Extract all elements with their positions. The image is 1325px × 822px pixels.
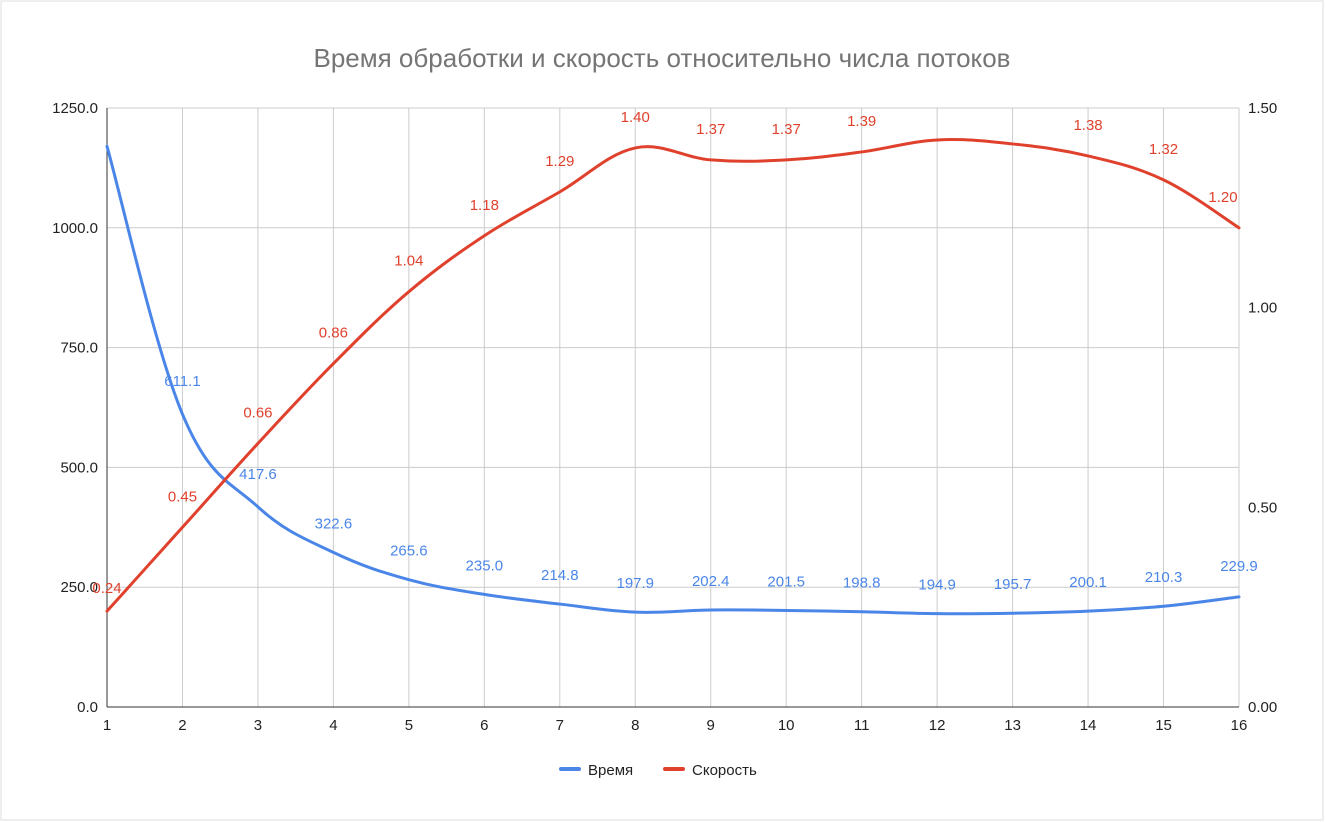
data-label: 235.0 xyxy=(466,557,504,574)
y-left-tick-label: 1250.0 xyxy=(52,100,98,117)
data-label: 1.32 xyxy=(1149,141,1178,158)
data-label: 1.18 xyxy=(470,197,499,214)
data-label: 0.86 xyxy=(319,325,348,342)
x-tick-label: 7 xyxy=(556,717,564,734)
y-left-tick-label: 250.0 xyxy=(60,579,98,596)
y-right-tick-label: 1.00 xyxy=(1248,300,1277,317)
data-label: 417.6 xyxy=(239,466,277,483)
data-label: 322.6 xyxy=(315,515,353,532)
x-tick-label: 11 xyxy=(854,717,870,734)
data-label: 265.6 xyxy=(390,543,428,560)
data-label: 1.39 xyxy=(847,113,876,130)
y-right-tick-label: 0.00 xyxy=(1248,699,1277,716)
x-tick-label: 5 xyxy=(405,717,413,734)
data-label: 0.45 xyxy=(168,488,197,505)
legend-item-time: Время xyxy=(559,762,633,779)
x-tick-label: 3 xyxy=(254,717,262,734)
chart-title: Время обработки и скорость относительно … xyxy=(313,43,1010,73)
y-left-tick-label: 1000.0 xyxy=(52,220,98,237)
x-tick-label: 15 xyxy=(1155,717,1172,734)
y-left-tick-label: 500.0 xyxy=(60,459,98,476)
data-label: 200.1 xyxy=(1069,574,1107,591)
data-label: 1.04 xyxy=(394,253,423,270)
y-left-tick-label: 750.0 xyxy=(60,340,98,357)
x-tick-label: 12 xyxy=(929,717,946,734)
x-tick-label: 8 xyxy=(631,717,639,734)
x-tick-label: 10 xyxy=(778,717,795,734)
data-label: 1.20 xyxy=(1208,189,1237,206)
data-label: 229.9 xyxy=(1220,558,1258,575)
data-label: 1.40 xyxy=(621,109,650,126)
series-line-time xyxy=(105,144,1241,616)
data-label: 214.8 xyxy=(541,567,579,584)
series-layer xyxy=(105,138,1241,616)
data-label: 1.38 xyxy=(1073,117,1102,134)
legend-label: Скорость xyxy=(692,762,757,779)
data-label: 201.5 xyxy=(767,573,805,590)
data-label: 0.24 xyxy=(92,580,121,597)
legend: Время Скорость xyxy=(559,762,757,779)
data-label: 1.37 xyxy=(772,121,801,138)
data-label: 202.4 xyxy=(692,573,730,590)
data-label: 194.9 xyxy=(918,577,956,594)
data-label: 197.9 xyxy=(616,575,654,592)
data-label: 611.1 xyxy=(164,373,200,390)
series-line-speed xyxy=(105,138,1241,613)
data-label: 198.8 xyxy=(843,575,881,592)
y-left-tick-label: 0.0 xyxy=(77,699,98,716)
x-tick-label: 14 xyxy=(1080,717,1097,734)
x-tick-label: 6 xyxy=(480,717,488,734)
data-label: 1.29 xyxy=(545,153,574,170)
y-right-tick-label: 1.50 xyxy=(1248,100,1277,117)
legend-item-speed: Скорость xyxy=(663,762,757,779)
data-label: 195.7 xyxy=(994,576,1032,593)
x-tick-label: 1 xyxy=(103,717,111,734)
data-label-layer: 611.1 417.6 322.6 265.6 235.0 214.8 197.9 202.4… xyxy=(92,109,1257,597)
x-tick-label: 2 xyxy=(178,717,186,734)
data-label: 1.37 xyxy=(696,121,725,138)
x-tick-label: 16 xyxy=(1231,717,1248,734)
x-tick-label: 13 xyxy=(1004,717,1021,734)
data-label: 210.3 xyxy=(1145,569,1183,586)
y-right-tick-label: 0.50 xyxy=(1248,499,1277,516)
legend-label: Время xyxy=(588,762,633,779)
data-label: 0.66 xyxy=(243,404,272,421)
axis-layer: 0.0 250.0 500.0 750.0 1000.0 1250.0 0.00 0.50 1.… xyxy=(52,100,1277,734)
x-tick-label: 4 xyxy=(329,717,337,734)
x-tick-label: 9 xyxy=(707,717,715,734)
